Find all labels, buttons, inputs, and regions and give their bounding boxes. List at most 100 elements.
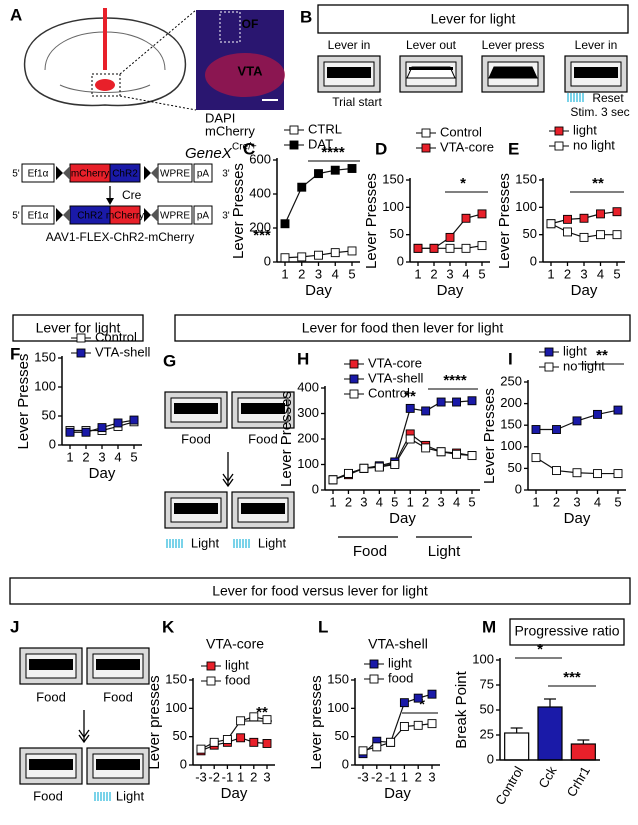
y-tick-label: 75 bbox=[480, 676, 494, 691]
x-tick-label: 2 bbox=[82, 449, 89, 464]
x-tick-label: -3 bbox=[195, 769, 207, 784]
lever bbox=[241, 405, 285, 414]
construct-element bbox=[21, 163, 55, 183]
label: Cre/+ bbox=[232, 142, 257, 153]
x-tick-label: 3 bbox=[360, 494, 367, 509]
x-tick-label: 4 bbox=[594, 494, 601, 509]
x-tick-label: 2 bbox=[430, 266, 437, 281]
y-tick-label: 25 bbox=[480, 726, 494, 741]
construct-label: 3' bbox=[222, 211, 230, 222]
legend-label: CTRL bbox=[308, 121, 342, 136]
lever bbox=[174, 505, 218, 514]
lox-site bbox=[144, 166, 151, 180]
data-point bbox=[262, 715, 272, 725]
x-tick-label: Crhr1 bbox=[564, 764, 593, 800]
significance: ** bbox=[256, 704, 268, 721]
data-point bbox=[452, 449, 462, 459]
x-tick-label: 3 bbox=[573, 494, 580, 509]
label: mCherry bbox=[205, 123, 255, 138]
data-point bbox=[314, 250, 323, 260]
zoom-line bbox=[119, 95, 197, 111]
x-tick-label: 1 bbox=[414, 266, 421, 281]
data-point bbox=[413, 243, 423, 253]
lever-slot bbox=[29, 659, 73, 662]
data-point bbox=[593, 469, 602, 479]
construct-label: mCherry bbox=[71, 169, 109, 180]
legend-marker bbox=[349, 374, 359, 384]
data-point bbox=[612, 207, 622, 217]
lever bbox=[241, 505, 285, 514]
lox-site bbox=[56, 166, 63, 180]
construct-label: Ef1α bbox=[28, 169, 49, 180]
legend-label: light bbox=[563, 343, 587, 358]
y-tick-label: 600 bbox=[249, 151, 271, 166]
data-point bbox=[372, 742, 382, 752]
panel-letter: K bbox=[162, 617, 175, 636]
x-axis-label: Day bbox=[89, 465, 116, 482]
header: Lever for food then lever for light bbox=[302, 320, 504, 336]
significance: **** bbox=[321, 144, 345, 161]
label: DAPI bbox=[205, 110, 235, 125]
lever-slot bbox=[574, 67, 618, 70]
data-point bbox=[613, 469, 623, 479]
data-point bbox=[429, 243, 439, 253]
significance: * bbox=[460, 175, 466, 192]
legend-label: food bbox=[225, 672, 250, 687]
legend-marker bbox=[544, 362, 554, 372]
construct-label: mCherry bbox=[106, 211, 144, 222]
construct-label: 3' bbox=[222, 169, 230, 180]
y-tick-label: 100 bbox=[500, 438, 522, 453]
label: GeneX bbox=[185, 145, 233, 162]
optic-fiber bbox=[103, 8, 107, 70]
x-tick-label: 4 bbox=[453, 494, 460, 509]
data-point bbox=[413, 720, 423, 730]
data-point bbox=[563, 214, 572, 224]
y-axis-label: Lever Presses bbox=[496, 173, 513, 269]
legend-label: VTA-core bbox=[368, 355, 422, 370]
data-point bbox=[552, 466, 561, 476]
lever-slot bbox=[409, 67, 453, 70]
panel-letter: D bbox=[375, 139, 387, 158]
label: Light bbox=[116, 788, 145, 803]
data-point bbox=[421, 406, 431, 416]
series-line bbox=[418, 213, 483, 249]
lever bbox=[174, 405, 218, 414]
y-tick-label: 50 bbox=[390, 226, 404, 241]
y-tick-label: 150 bbox=[165, 671, 187, 686]
x-tick-label: 5 bbox=[391, 494, 398, 509]
x-tick-label: 5 bbox=[348, 266, 355, 281]
data-point bbox=[81, 427, 91, 437]
data-point bbox=[427, 689, 437, 699]
y-axis-label: Lever Presses bbox=[230, 163, 247, 259]
significance: ** bbox=[596, 347, 608, 364]
x-axis-label: Day bbox=[384, 785, 411, 802]
significance: * bbox=[419, 696, 425, 713]
header: Lever for light bbox=[36, 320, 121, 336]
data-point bbox=[579, 232, 589, 242]
y-tick-label: 200 bbox=[500, 395, 522, 410]
construct-label: ChR2 bbox=[112, 169, 138, 180]
data-point bbox=[297, 182, 307, 192]
legend-label: VTA-shell bbox=[368, 370, 423, 385]
legend-marker bbox=[554, 126, 564, 136]
arrow-head bbox=[222, 473, 234, 488]
significance: ** bbox=[592, 175, 604, 192]
x-tick-label: 4 bbox=[597, 266, 604, 281]
y-tick-label: 200 bbox=[297, 430, 319, 445]
data-point bbox=[477, 209, 487, 219]
x-tick-label: 3 bbox=[315, 266, 322, 281]
legend-marker bbox=[421, 143, 431, 153]
bar bbox=[537, 706, 563, 761]
lever bbox=[327, 69, 371, 78]
data-point bbox=[552, 425, 561, 434]
construct-element bbox=[109, 163, 141, 183]
x-tick-label: 1 bbox=[329, 494, 336, 509]
step-label: Lever in bbox=[575, 38, 618, 52]
data-point bbox=[405, 403, 415, 413]
data-point bbox=[280, 219, 290, 229]
label: Food bbox=[181, 431, 211, 446]
construct-label: 5' bbox=[12, 169, 20, 180]
data-point bbox=[572, 468, 582, 478]
data-point bbox=[65, 427, 75, 437]
legend-label: light bbox=[225, 657, 249, 672]
